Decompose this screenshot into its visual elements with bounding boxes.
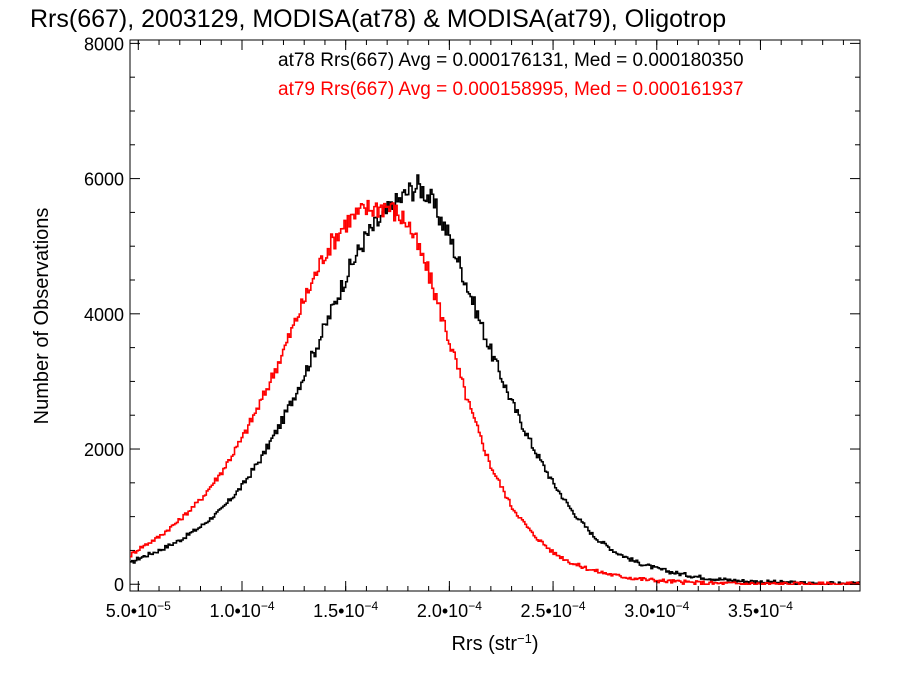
series-line-at79 (130, 199, 860, 586)
y-tick-label: 0 (114, 575, 124, 595)
x-tick-label: 1.5•10−4 (313, 599, 378, 621)
x-axis-label-base: Rrs (str (451, 633, 517, 655)
x-tick-label: 1.0•10−4 (209, 599, 274, 621)
legend-entry-at78: at78 Rrs(667) Avg = 0.000176131, Med = 0… (278, 50, 744, 71)
y-tick-label: 8000 (84, 34, 124, 54)
series-line-at78 (130, 174, 860, 586)
y-tick-label: 2000 (84, 440, 124, 460)
y-axis-label: Number of Observations (31, 208, 53, 425)
x-tick-label: 2.0•10−4 (417, 599, 482, 621)
x-tick-label: 5.0•10−5 (106, 599, 171, 621)
x-axis-label-close: ) (532, 633, 539, 655)
tick-layer: 5.0•10−5 1.0•10−4 1.5•10−4 2.0•10−4 2.5•10−4… (84, 34, 860, 621)
x-tick-label: 2.5•10−4 (521, 599, 586, 621)
plot-frame (129, 39, 861, 592)
legend-entry-at79: at79 Rrs(667) Avg = 0.000158995, Med = 0… (278, 79, 744, 100)
chart-title: Rrs(667), 2003129, MODISA(at78) & MODISA… (30, 5, 726, 33)
x-tick-label: 3.5•10−4 (728, 599, 793, 621)
x-tick-label: 3.0•10−4 (624, 599, 689, 621)
series-layer (130, 174, 860, 586)
y-tick-label: 6000 (84, 170, 124, 190)
y-tick-label: 4000 (84, 305, 124, 325)
x-axis-label-exponent: −1 (517, 631, 532, 646)
x-axis-label: Rrs (str−1) (451, 631, 538, 656)
